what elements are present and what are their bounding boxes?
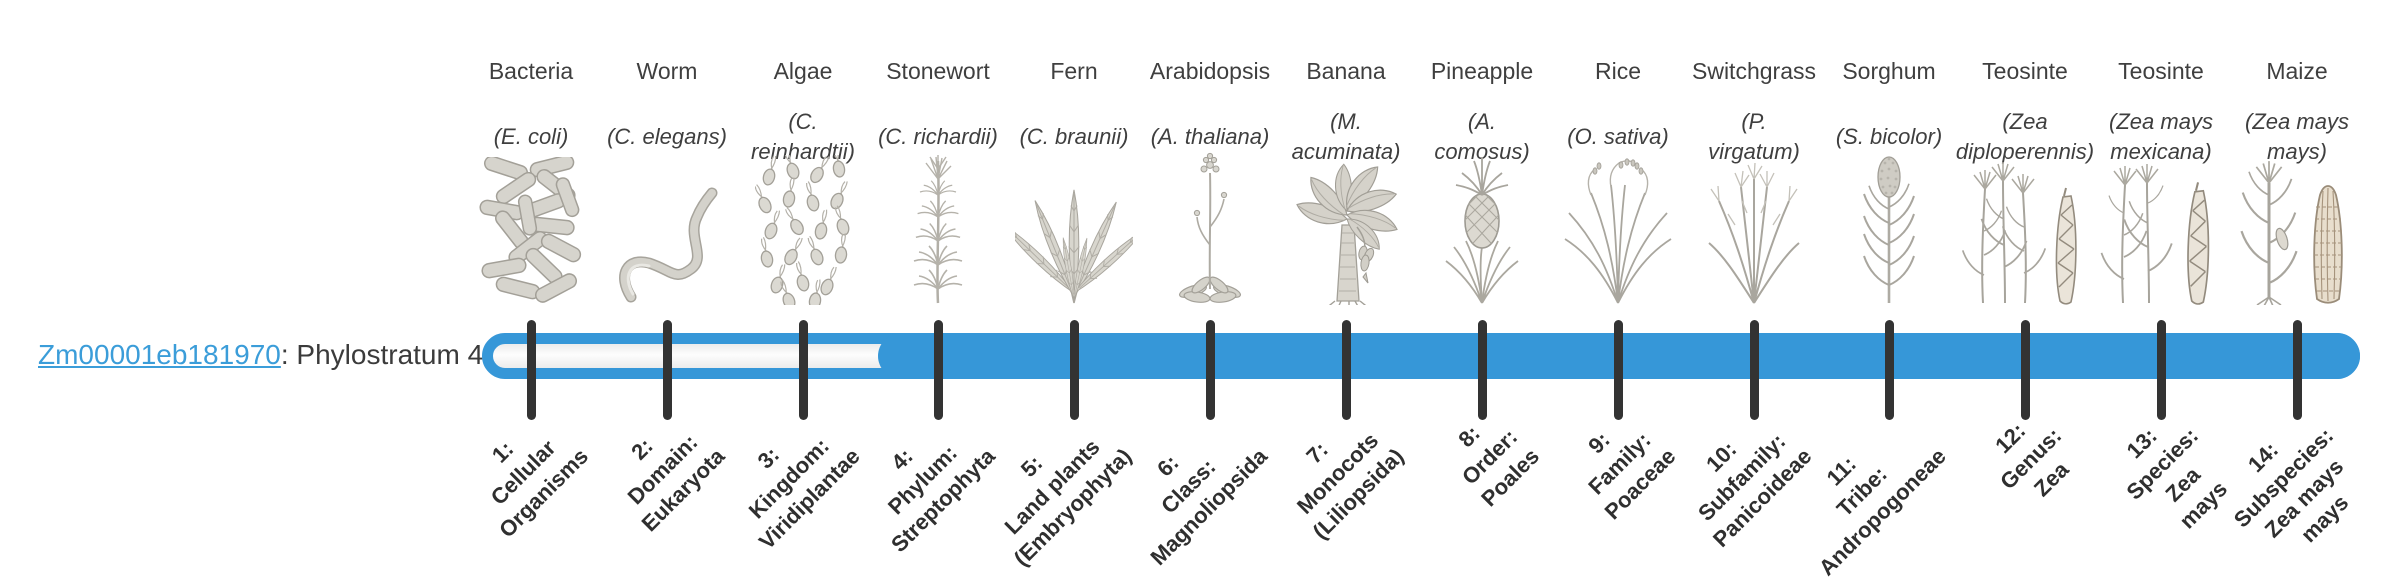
organism-species: (O. sativa) xyxy=(1567,124,1669,149)
organism-species: (C. richardii) xyxy=(878,124,998,149)
stratum-tick xyxy=(2156,320,2166,420)
stratum-tick xyxy=(2020,320,2030,420)
teosinte-mexicana-illustration xyxy=(2076,147,2246,305)
rice-illustration xyxy=(1533,147,1703,305)
stratum-label: 8: Order: Poales xyxy=(1453,420,1545,512)
organism-species: (E. coli) xyxy=(493,124,569,149)
organism-name: Stonewort xyxy=(886,58,990,84)
organism-species: (A. thaliana) xyxy=(1150,124,1270,149)
gene-label: Zm00001eb181970: Phylostratum 4 xyxy=(38,339,483,371)
stratum-label: 5: Land plants (Embryophyta) xyxy=(999,434,1137,571)
fern-illustration xyxy=(989,147,1159,305)
organism-name: Switchgrass xyxy=(1692,58,1816,84)
organism-name: Teosinte xyxy=(2118,58,2204,84)
stratum-label: 3: Kingdom: Viridiplantae xyxy=(744,433,866,555)
worm-illustration xyxy=(582,147,752,305)
organism-name: Pineapple xyxy=(1430,58,1534,84)
arabidopsis-illustration xyxy=(1125,147,1295,305)
stratum-label: 9: Family: Poaceae xyxy=(1582,427,1681,525)
organism-species: (Zea diploperennis) xyxy=(1955,109,2095,164)
stratum-label: 7: Monocots (Liliopsida) xyxy=(1291,427,1409,545)
stratum-label: 12: Genus: Zea xyxy=(1990,417,2074,502)
organism-name: Worm xyxy=(636,58,698,84)
stratum-tick xyxy=(662,320,672,420)
stratum-tick xyxy=(1884,320,1894,420)
pineapple-illustration xyxy=(1397,147,1567,305)
stratum-label: 14: Subspecies: Zea mays mays xyxy=(2229,422,2354,548)
stratum-tick xyxy=(1069,320,1079,420)
organism-species: (Zea mays mexicana) xyxy=(2109,109,2213,164)
switchgrass-illustration xyxy=(1669,147,1839,305)
organism-species: (S. bicolor) xyxy=(1835,124,1943,149)
organism-species: (P. virgatum) xyxy=(1708,109,1800,164)
organism-species: (Zea mays mays) xyxy=(2245,109,2349,164)
stratum-tick xyxy=(526,320,536,420)
organism-name: Teosinte xyxy=(1982,58,2068,84)
stratum-label: 2: Domain: Eukaryota xyxy=(622,429,730,537)
organism-species: (C. braunii) xyxy=(1019,124,1129,149)
organism-species: (C. elegans) xyxy=(607,124,727,149)
organism-name: Arabidopsis xyxy=(1149,58,1271,84)
stratum-label: 6: Class: Magnoliopsida xyxy=(1145,443,1273,570)
teosinte-diploperennis-illustration xyxy=(1940,147,2110,305)
organism-name: Banana xyxy=(1306,58,1386,84)
organism-name: Sorghum xyxy=(1842,58,1936,84)
stratum-tick xyxy=(1749,320,1759,420)
maize-illustration xyxy=(2212,147,2382,305)
stratum-label: 13: Species: Zea mays xyxy=(2120,422,2232,534)
organism-name: Fern xyxy=(1050,58,1098,84)
stratum-tick xyxy=(1477,320,1487,420)
stratum-label: 4: Phylum: Streptophyta xyxy=(883,440,1001,558)
sorghum-illustration xyxy=(1804,147,1974,305)
bacteria-illustration xyxy=(446,147,616,305)
organism-name: Bacteria xyxy=(488,58,574,84)
organism-name: Rice xyxy=(1594,58,1641,84)
organism-species: (M. acuminata) xyxy=(1291,109,1401,164)
gene-id-link[interactable]: Zm00001eb181970 xyxy=(38,339,281,370)
stratum-label: 1: Cellular Organisms xyxy=(485,435,594,543)
stratum-tick xyxy=(2292,320,2302,420)
stonewort-illustration xyxy=(853,147,1023,305)
stratum-tick xyxy=(1341,320,1351,420)
stratum-tick xyxy=(933,320,943,420)
stratum-tick xyxy=(1613,320,1623,420)
banana-illustration xyxy=(1261,147,1431,305)
organism-name: Algae xyxy=(773,58,833,84)
phylostratum-text: : Phylostratum 4 xyxy=(280,339,484,370)
stratum-tick xyxy=(1205,320,1215,420)
stratum-tick xyxy=(798,320,808,420)
stratum-label: 11: Tribe: Andropogoneae xyxy=(1814,443,1952,580)
organism-name: Maize xyxy=(2266,58,2328,84)
